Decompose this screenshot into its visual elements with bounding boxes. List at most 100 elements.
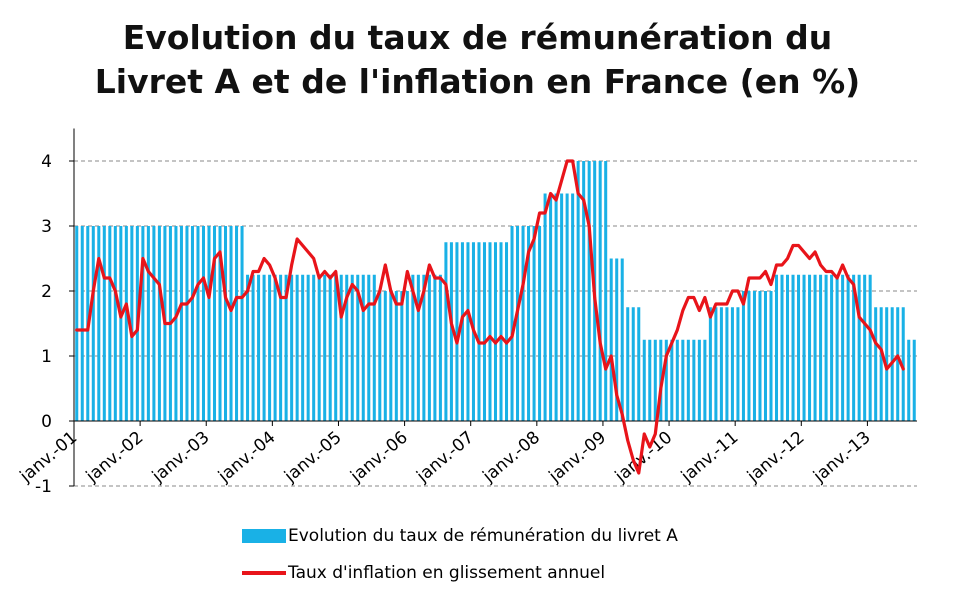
x-tick-label: janv.-06 <box>346 428 412 488</box>
bar <box>257 274 261 421</box>
bar <box>405 291 409 421</box>
bar <box>813 274 817 421</box>
bar <box>493 242 498 421</box>
bar <box>157 226 161 421</box>
bar <box>791 274 795 421</box>
bar <box>730 307 734 421</box>
bar <box>378 291 382 421</box>
chart-title-line-1: Evolution du taux de rémunération du <box>122 18 833 57</box>
bar <box>80 226 84 421</box>
bar <box>317 274 321 421</box>
bar <box>912 339 916 421</box>
bar <box>119 226 123 421</box>
bar <box>874 307 878 421</box>
bar <box>251 274 255 421</box>
legend-swatch-line <box>242 571 286 575</box>
bar <box>422 274 426 421</box>
bar <box>879 307 883 421</box>
bar <box>532 226 536 421</box>
bar <box>686 339 690 421</box>
x-tick-label: janv.-02 <box>82 428 148 488</box>
bar <box>301 274 305 421</box>
bar <box>521 226 525 421</box>
bar <box>571 193 575 421</box>
bar <box>719 307 723 421</box>
bar <box>758 291 762 421</box>
bar <box>279 274 283 421</box>
bar <box>752 291 756 421</box>
bar <box>582 161 586 421</box>
bar <box>240 226 244 421</box>
bar <box>786 274 790 421</box>
x-tick-label: janv.-13 <box>809 428 875 488</box>
bar <box>527 226 531 421</box>
bar <box>394 291 398 421</box>
bar <box>246 274 250 421</box>
bar <box>185 226 189 421</box>
bar <box>499 242 503 421</box>
bar <box>841 274 845 421</box>
y-tick-label: 2 <box>41 282 52 302</box>
bar <box>846 274 850 421</box>
bar <box>113 226 117 421</box>
bar <box>212 226 217 421</box>
bar <box>482 242 486 421</box>
bar <box>124 226 128 421</box>
bar <box>648 339 652 421</box>
x-tick-label: janv.-08 <box>478 428 544 488</box>
bar <box>797 274 801 421</box>
bar <box>681 339 685 421</box>
bar <box>510 226 514 421</box>
bar <box>763 291 767 421</box>
x-tick-label: janv.-04 <box>214 428 280 488</box>
bar <box>400 291 404 421</box>
y-tick-label: 0 <box>41 412 52 432</box>
bar <box>692 339 696 421</box>
bar <box>141 226 145 421</box>
bar <box>91 226 95 421</box>
legend-swatch-bars <box>242 529 286 543</box>
bar <box>549 193 553 421</box>
legend-label-livret-a: Evolution du taux de rémunération du liv… <box>288 526 678 546</box>
bar <box>896 307 900 421</box>
y-tick-label: -1 <box>35 477 52 497</box>
bar <box>328 274 332 421</box>
bar <box>466 242 470 421</box>
bar <box>907 339 911 421</box>
bar <box>808 274 812 421</box>
bar <box>411 274 415 421</box>
bar <box>224 226 228 421</box>
bar <box>675 339 679 421</box>
bar <box>262 274 266 421</box>
bar <box>626 307 630 421</box>
bar <box>714 307 718 421</box>
inflation-line <box>75 159 905 475</box>
bar <box>736 307 740 421</box>
x-tick-label: janv.-12 <box>743 428 809 488</box>
bar <box>179 226 183 421</box>
bar <box>857 274 861 421</box>
bar <box>460 242 464 421</box>
x-tick-label: janv.-07 <box>412 428 478 488</box>
x-tick-label: janv.-09 <box>545 428 611 488</box>
bar <box>505 242 509 421</box>
y-tick-label: 4 <box>41 152 52 172</box>
bar <box>554 193 558 421</box>
bar <box>102 226 106 421</box>
bar <box>235 226 239 421</box>
bar <box>75 226 79 421</box>
bar <box>631 307 635 421</box>
chart-title: Evolution du taux de rémunération du Liv… <box>0 16 955 104</box>
bar <box>367 274 371 421</box>
bar <box>455 242 459 421</box>
bar <box>769 291 773 421</box>
x-tick-label: janv.-11 <box>677 428 743 488</box>
bar <box>433 274 437 421</box>
bar <box>609 258 613 421</box>
bar <box>268 274 272 421</box>
bar <box>835 274 839 421</box>
x-tick-label: janv.-05 <box>280 428 346 488</box>
bar <box>350 274 354 421</box>
bar <box>576 161 580 421</box>
bar <box>449 242 453 421</box>
